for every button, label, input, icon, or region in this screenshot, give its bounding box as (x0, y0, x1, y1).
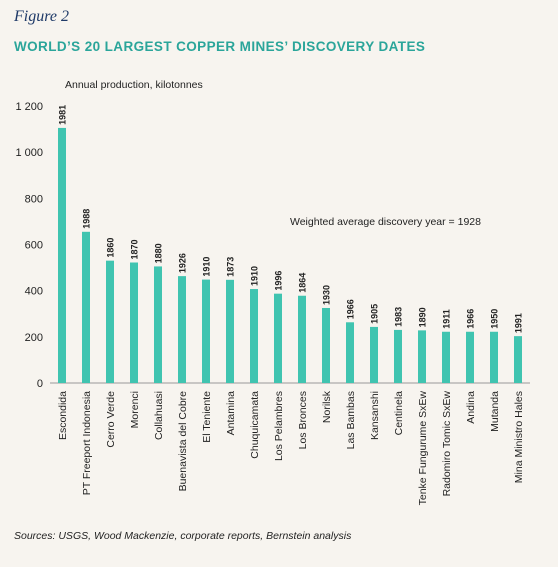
bar (346, 322, 354, 383)
category-label: Morenci (129, 391, 141, 428)
category-label: Los Bronces (297, 391, 309, 449)
chart-title: WORLD’S 20 LARGEST COPPER MINES’ DISCOVE… (14, 39, 426, 54)
y-tick-label: 600 (25, 240, 43, 252)
bar-data-label: 1996 (274, 271, 284, 291)
bar (106, 260, 114, 383)
bar-data-label: 1983 (394, 307, 404, 327)
category-label: Mutanda (489, 391, 501, 432)
category-label: Kansanshi (369, 391, 381, 440)
source-note: Sources: USGS, Wood Mackenzie, corporate… (14, 530, 352, 542)
bar (514, 336, 522, 383)
bar (202, 279, 210, 383)
category-label: El Teniente (201, 391, 213, 443)
category-label: Collahuasi (153, 391, 165, 440)
bar-data-label: 1880 (154, 243, 164, 263)
bar-data-label: 1930 (322, 285, 332, 305)
category-label: Las Bambas (345, 391, 357, 449)
bar (274, 293, 282, 383)
y-tick-label: 1 000 (15, 147, 43, 159)
bar-data-label: 1926 (178, 253, 188, 273)
y-tick-label: 400 (25, 286, 43, 298)
category-label: Tenke Fungurume SxEw (417, 391, 429, 506)
annotation: Weighted average discovery year = 1928 (290, 216, 481, 228)
bar-data-label: 1870 (130, 239, 140, 259)
bar-data-label: 1991 (514, 313, 524, 333)
category-label: Centinela (393, 391, 405, 436)
category-label: Mina Ministro Hales (513, 391, 525, 483)
bar (178, 276, 186, 383)
bar-data-label: 1910 (250, 266, 260, 286)
y-tick-label: 200 (25, 332, 43, 344)
y-tick-label: 1 200 (15, 101, 43, 113)
bar-data-label: 1860 (106, 238, 116, 258)
category-label: Buenavista del Cobre (177, 391, 189, 492)
bar-data-label: 1864 (298, 273, 308, 293)
bar-data-label: 1910 (202, 257, 212, 277)
bar-data-label: 1988 (82, 209, 92, 229)
y-tick-label: 0 (37, 378, 43, 390)
y-axis: 0 200 400 600 800 1 000 1 200 (15, 101, 43, 390)
bar-data-label: 1981 (58, 105, 68, 125)
category-label: Cerro Verde (105, 391, 117, 448)
category-label: PT Freeport Indonesia (81, 391, 93, 495)
bar-data-label: 1873 (226, 257, 236, 277)
bar-data-label: 1905 (370, 304, 380, 324)
bar (418, 330, 426, 383)
y-tick-label: 800 (25, 193, 43, 205)
bar (466, 331, 474, 383)
bar (490, 331, 498, 383)
category-label: Escondida (57, 391, 69, 440)
bar (298, 295, 306, 383)
bar (226, 279, 234, 383)
bar (58, 127, 66, 383)
category-label: Radomiro Tomic SxEw (441, 391, 453, 497)
category-label: Norilsk (321, 390, 333, 423)
bar-chart: Annual production, kilotonnes Weighted a… (15, 79, 530, 505)
bar (370, 326, 378, 383)
bar-data-label: 1911 (442, 309, 452, 329)
bar-data-label: 1966 (346, 299, 356, 319)
figure-label: Figure 2 (14, 8, 69, 25)
bar-data-label: 1950 (490, 309, 500, 329)
bar (394, 329, 402, 383)
bar (154, 266, 162, 383)
bar (130, 262, 138, 383)
y-axis-title: Annual production, kilotonnes (65, 79, 203, 91)
bar (250, 289, 258, 383)
bar (322, 307, 330, 383)
bars: 1981 Escondida 1988 PT Freeport Indonesia 18… (57, 105, 525, 505)
category-label: Chuquicamata (249, 391, 261, 459)
bar-data-label: 1966 (466, 309, 476, 329)
category-label: Andina (465, 391, 477, 424)
bar (442, 331, 450, 383)
category-label: Antamina (225, 391, 237, 436)
bar-data-label: 1890 (418, 307, 428, 327)
bar (82, 231, 90, 383)
category-label: Los Pelambres (273, 391, 285, 461)
